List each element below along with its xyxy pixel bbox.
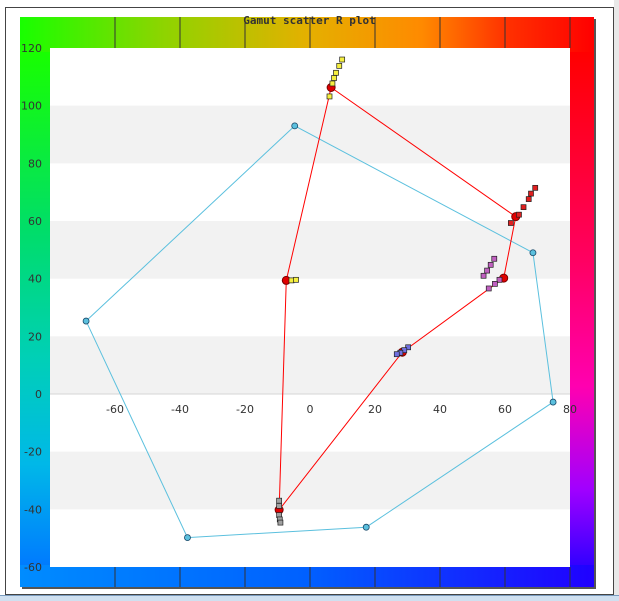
measurement-marker [516, 211, 522, 218]
y-tick-label: -40 [24, 503, 42, 516]
measurement-marker [532, 184, 539, 191]
reference-point [82, 317, 90, 325]
reference-gamut [82, 122, 557, 541]
y-axis-tick-labels: 120 100 80 60 40 20 0 -20 -40 -60 [21, 42, 42, 574]
measurement-marker [336, 63, 343, 69]
measurement-marker [496, 276, 503, 283]
y-tick-label: 120 [21, 42, 42, 55]
measurement-marker [528, 190, 534, 197]
x-tick-label: -40 [171, 403, 189, 416]
measurement-marker [508, 220, 514, 226]
measurement-marker [326, 93, 333, 100]
measurement-marker [525, 196, 532, 202]
measurement-marker [293, 276, 299, 283]
measurement-marker [405, 344, 411, 351]
grid-band [50, 451, 570, 510]
measurement-marker [277, 519, 284, 526]
measurement-marker [491, 255, 498, 262]
y-tick-label: -20 [24, 446, 42, 459]
y-tick-label: 100 [21, 100, 42, 113]
y-tick-label: -60 [24, 561, 42, 574]
measurement-marker [276, 503, 282, 509]
measurement-marker [492, 281, 498, 287]
x-tick-label: 0 [307, 403, 314, 416]
measurement-marker [393, 351, 400, 358]
measurement-marker [480, 272, 487, 279]
x-axis-tick-labels: -60 -40 -20 0 20 40 60 80 [106, 403, 577, 416]
measurement-markers [276, 56, 539, 526]
measurement-marker [485, 285, 492, 292]
reference-point [549, 398, 557, 406]
x-tick-label: 20 [368, 403, 382, 416]
reference-point [362, 523, 370, 531]
y-tick-label: 80 [28, 157, 42, 170]
x-tick-label: -60 [106, 403, 124, 416]
y-tick-label: 60 [28, 215, 42, 228]
reference-point [184, 534, 191, 541]
measurement-marker [339, 56, 346, 63]
chart-title: Gamut scatter R plot [243, 14, 376, 27]
hue-edge-ticks [114, 17, 571, 587]
x-tick-label: 40 [433, 403, 447, 416]
measurement-marker [520, 204, 527, 211]
y-tick-label: 0 [35, 388, 42, 401]
x-tick-label: 80 [563, 403, 577, 416]
measurement-marker [276, 497, 282, 504]
window-bottom-strip [0, 595, 619, 601]
measurement-marker [484, 267, 490, 274]
x-tick-label: 60 [498, 403, 512, 416]
measurement-marker [331, 75, 337, 81]
window-right-edge [614, 0, 619, 595]
x-tick-label: -20 [236, 403, 254, 416]
reference-point [529, 249, 537, 257]
grid-bands [50, 48, 570, 567]
grid-band [50, 221, 570, 279]
grid-band [50, 336, 570, 394]
measurement-marker [333, 69, 339, 76]
reference-point [291, 122, 299, 130]
measurement-marker [487, 261, 494, 268]
y-tick-label: 40 [28, 273, 42, 286]
y-tick-label: 20 [28, 330, 42, 343]
measurement-marker [329, 80, 336, 87]
